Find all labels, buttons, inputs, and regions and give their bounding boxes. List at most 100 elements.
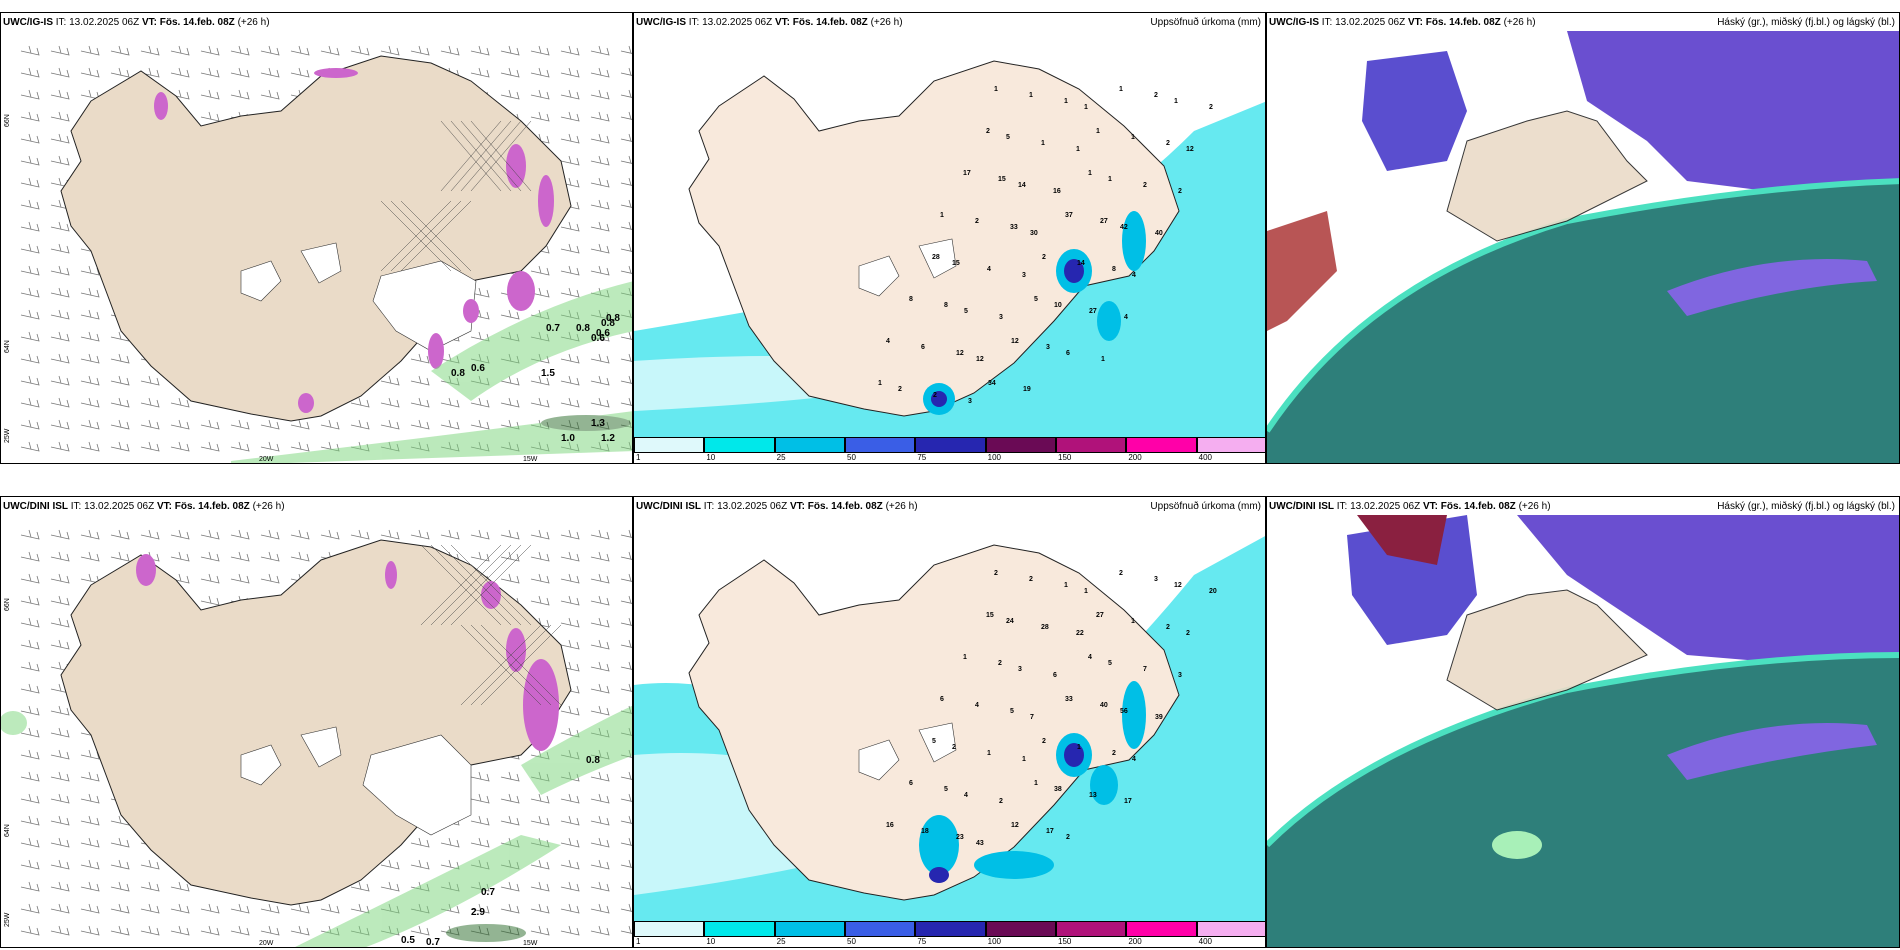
wind-barb xyxy=(620,353,632,362)
colorbar-tick: 100 xyxy=(987,453,1002,462)
colorbar-swatch xyxy=(1126,921,1197,937)
wind-barb xyxy=(50,705,70,716)
wind-barb xyxy=(260,925,280,936)
precip-map: 1111121225111121217151416112212333037274… xyxy=(634,60,1265,439)
panel-precip-ig: UWC/IG-IS IT: 13.02.2025 06Z VT: Fös. 14… xyxy=(633,12,1266,464)
wind-barb xyxy=(590,859,610,870)
wind-barb xyxy=(560,661,580,672)
lat-label: 64N xyxy=(4,824,11,837)
wind-barb xyxy=(620,859,632,868)
wind-barb xyxy=(110,529,130,540)
wind-barb xyxy=(620,265,632,274)
wind-barb xyxy=(140,419,160,430)
wind-barb xyxy=(80,837,100,848)
colorbar-tick: 50 xyxy=(847,453,856,462)
wind-barb xyxy=(200,67,220,78)
wind-barb xyxy=(170,903,190,914)
light-green-patch xyxy=(1492,831,1542,859)
wind-speed-label: 0.7 xyxy=(546,323,560,334)
wind-barb xyxy=(80,529,100,540)
precip-label: 6 xyxy=(909,780,913,787)
wind-barb xyxy=(320,529,340,540)
wind-barb xyxy=(50,771,70,782)
high-cloud-blue xyxy=(1567,31,1899,196)
wind-barb xyxy=(170,551,190,562)
wind-barb xyxy=(110,859,130,870)
wind-barb xyxy=(50,265,70,276)
wind-barb xyxy=(20,705,40,716)
wind-barb xyxy=(620,639,632,648)
wind-barb xyxy=(110,397,130,408)
precip-label: 56 xyxy=(1120,708,1128,715)
wind-barb xyxy=(410,375,430,386)
wind-barb xyxy=(350,529,370,540)
mid-cloud-blue xyxy=(1347,515,1477,645)
wind-barb xyxy=(470,815,490,826)
wind-barb xyxy=(380,859,400,870)
wind-barb xyxy=(200,45,220,56)
wind-barb xyxy=(50,837,70,848)
wind-barb xyxy=(620,177,632,186)
colorbar-swatch xyxy=(1196,921,1265,937)
precip-label: 17 xyxy=(1046,828,1054,835)
wind-barb xyxy=(80,67,100,78)
wind-barb xyxy=(290,551,310,562)
wind-barb xyxy=(260,419,280,430)
precip-cores xyxy=(919,681,1146,883)
precip-label: 2 xyxy=(1042,738,1046,745)
precip-label: 24 xyxy=(1006,618,1014,625)
wind-barb xyxy=(620,595,632,604)
wind-barb xyxy=(410,859,430,870)
wind-speed-green xyxy=(1,705,632,947)
wind-barb xyxy=(50,551,70,562)
wind-barb xyxy=(80,419,100,430)
precip-blobs xyxy=(154,68,554,413)
wind-barb xyxy=(50,133,70,144)
wind-barb xyxy=(560,221,580,232)
wind-barb xyxy=(20,881,40,892)
wind-barb xyxy=(560,133,580,144)
wind-barb xyxy=(560,595,580,606)
wind-barb xyxy=(590,199,610,210)
precip-label: 42 xyxy=(1120,224,1128,231)
precip-label: 2 xyxy=(986,128,990,135)
wind-barb xyxy=(290,441,310,452)
wind-barb xyxy=(410,397,430,408)
wind-barb xyxy=(350,903,370,914)
wind-barb xyxy=(530,925,550,936)
wind-barb xyxy=(200,419,220,430)
wind-barb xyxy=(590,353,610,364)
wind-barb xyxy=(110,925,130,936)
wind-barb xyxy=(620,815,632,824)
wind-barb xyxy=(560,45,580,56)
precip-label: 20 xyxy=(1209,588,1217,595)
colorbar-swatch xyxy=(774,437,845,453)
precip-label: 40 xyxy=(1155,230,1163,237)
precip-label: 4 xyxy=(886,338,890,345)
precip-label: 12 xyxy=(1011,338,1019,345)
wind-barb xyxy=(560,705,580,716)
land-outline xyxy=(1446,589,1648,711)
precip-label: 2 xyxy=(1186,630,1190,637)
wind-barb xyxy=(20,683,40,694)
wind-speed-labels: 0.8 0.7 2.9 0.5 0.7 xyxy=(401,755,600,947)
colorbar-tick: 25 xyxy=(776,937,786,946)
wind-barb xyxy=(80,309,100,320)
precip-label: 2 xyxy=(1209,104,1213,111)
wind-barb xyxy=(350,45,370,56)
wind-barb xyxy=(200,529,220,540)
precip-label: 12 xyxy=(1186,146,1194,153)
wind-barb xyxy=(20,133,40,144)
wind-barb xyxy=(50,749,70,760)
wind-barb xyxy=(140,441,160,452)
wind-barb xyxy=(260,441,280,452)
precip-label: 43 xyxy=(976,840,984,847)
wind-barb xyxy=(380,529,400,540)
wind-barb xyxy=(170,67,190,78)
wind-barb xyxy=(560,243,580,254)
wind-barb xyxy=(560,155,580,166)
wind-barb xyxy=(50,881,70,892)
lat-label: 66N xyxy=(4,114,11,127)
wind-barb xyxy=(20,111,40,122)
panel-cloud-dini: UWC/DINI ISL IT: 13.02.2025 06Z VT: Fös.… xyxy=(1266,496,1900,948)
